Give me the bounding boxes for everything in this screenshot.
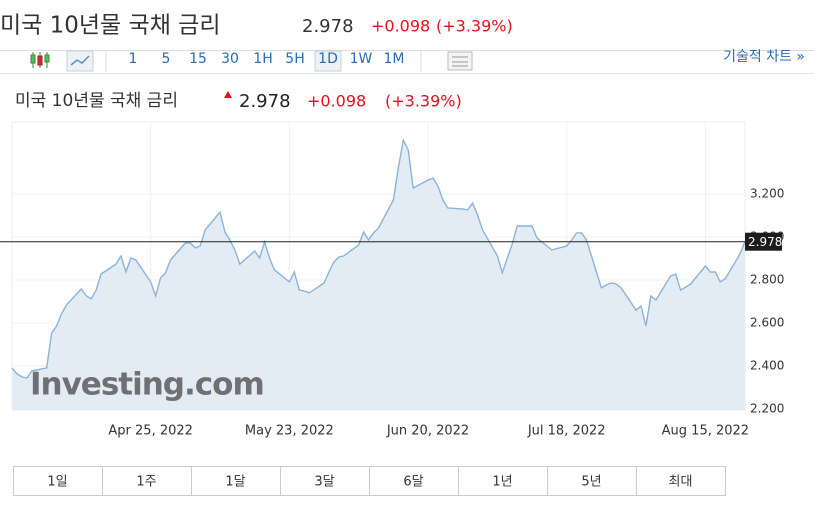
- x-tick-label: May 23, 2022: [245, 424, 334, 439]
- y-tick-label: 3.200: [750, 187, 784, 201]
- toolbar: 기술적 차트 » 1 5 15 30 1H 5H 1D 1W 1M: [30, 49, 805, 72]
- header-title: 미국 10년물 국채 금리: [0, 13, 220, 39]
- chart-change-pct: (+3.39%): [385, 92, 462, 111]
- technical-chart-link[interactable]: 기술적 차트 »: [723, 49, 805, 65]
- x-tick-label: Apr 25, 2022: [108, 424, 193, 439]
- range-bar: 1일 1주 1달 3달 6달 1년 5년 최대: [13, 466, 726, 496]
- y-tick-label: 2.200: [750, 401, 784, 415]
- range-button[interactable]: 5년: [581, 475, 601, 490]
- interval-button[interactable]: 1W: [350, 51, 373, 67]
- chart-price: 2.978: [239, 91, 291, 112]
- plot: Investing.com: [11, 122, 746, 410]
- range-button[interactable]: 6달: [403, 475, 423, 490]
- range-button-bg[interactable]: [102, 466, 192, 496]
- range-button[interactable]: 3달: [314, 475, 334, 490]
- series-line: [11, 137, 746, 379]
- interval-button[interactable]: 1: [129, 51, 138, 67]
- range-button[interactable]: 1주: [136, 475, 156, 490]
- interval-button[interactable]: 1D: [318, 51, 338, 67]
- interval-button[interactable]: 15: [189, 51, 207, 67]
- range-button[interactable]: 1달: [225, 475, 245, 490]
- range-button-bg[interactable]: [547, 466, 637, 496]
- header-change: +0.098: [371, 17, 430, 36]
- range-button[interactable]: 1년: [492, 475, 512, 490]
- range-button-bg[interactable]: [191, 466, 281, 496]
- line-icon-glyph: [70, 55, 90, 66]
- active-interval-bg: [314, 50, 342, 72]
- last-price-label: 2.978: [748, 235, 782, 249]
- range-button[interactable]: 1일: [47, 475, 67, 490]
- candle-icon[interactable]: [30, 52, 50, 68]
- chart-title: 미국 10년물 국채 금리: [15, 91, 178, 111]
- up-arrow: [224, 91, 232, 98]
- y-tick-label: 2.800: [750, 272, 784, 286]
- x-tick-label: Aug 15, 2022: [662, 424, 749, 439]
- interval-button[interactable]: 1H: [253, 51, 272, 67]
- watermark: Investing.com: [30, 367, 264, 403]
- interval-button[interactable]: 5H: [285, 51, 304, 67]
- settings-icon[interactable]: [447, 51, 473, 71]
- x-tick-label: Jun 20, 2022: [386, 424, 469, 439]
- interval-button[interactable]: 5: [162, 51, 171, 67]
- range-button-bg[interactable]: [369, 466, 459, 496]
- interval-button[interactable]: 30: [221, 51, 239, 67]
- header-price: 2.978: [302, 16, 354, 37]
- header-change-pct: (+3.39%): [436, 17, 513, 36]
- y-tick-label: 2.400: [750, 358, 784, 372]
- y-tick-label: 2.600: [750, 315, 784, 329]
- header-bg: [0, 0, 814, 50]
- last-price-box: [745, 232, 782, 251]
- x-tick-label: Jul 18, 2022: [527, 424, 606, 439]
- chart-change: +0.098: [307, 92, 366, 111]
- range-button-bg[interactable]: [458, 466, 548, 496]
- range-button-bg[interactable]: [636, 466, 726, 496]
- range-button[interactable]: 최대: [669, 475, 693, 490]
- area-fill: [12, 140, 745, 410]
- range-button-bg[interactable]: [280, 466, 370, 496]
- interval-button[interactable]: 1M: [384, 51, 405, 67]
